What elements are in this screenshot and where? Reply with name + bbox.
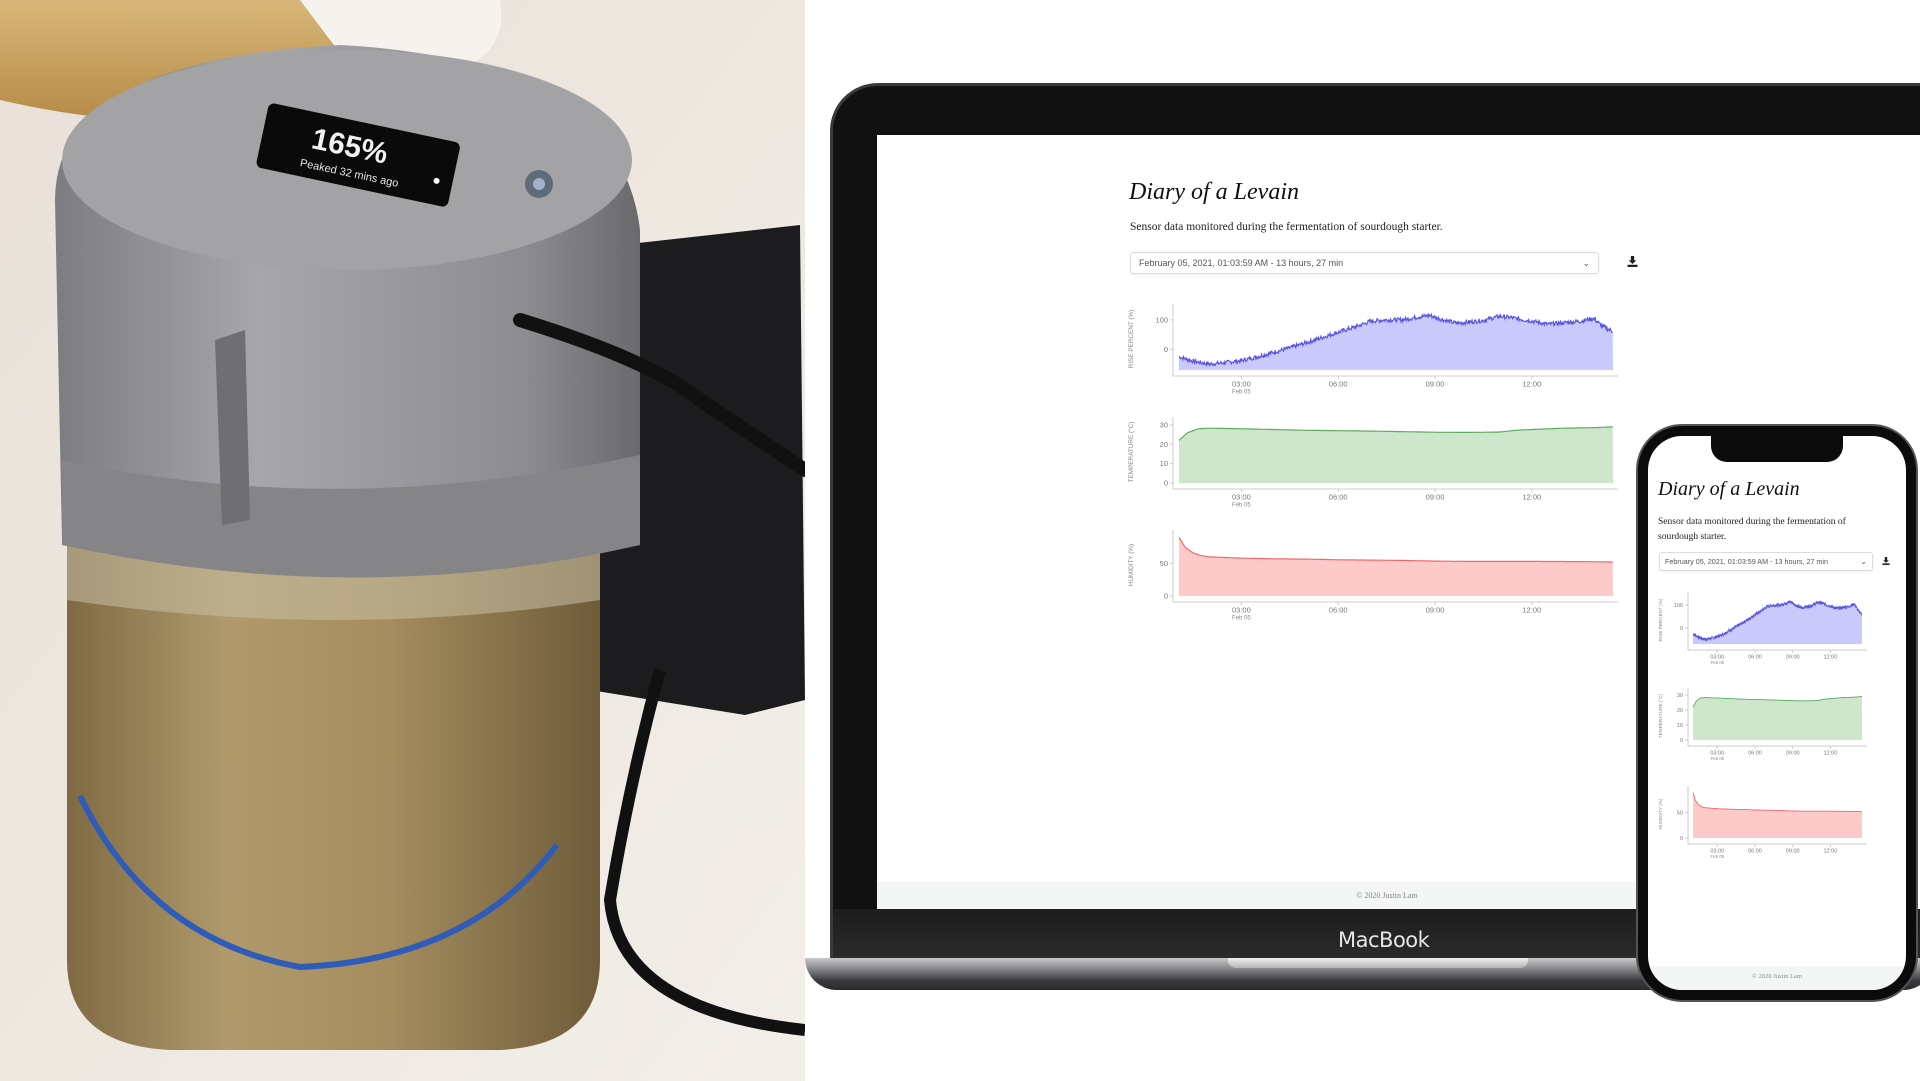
x-tick-sublabel: Feb 05 [1710, 660, 1724, 665]
x-tick-sublabel: Feb 05 [1232, 503, 1251, 509]
lid-screw-rail [215, 330, 250, 525]
y-tick-label: 0 [1164, 479, 1168, 488]
x-tick-label: 12:00 [1522, 493, 1541, 502]
rubber-band [77, 794, 560, 971]
y-tick-label: 100 [1155, 315, 1168, 324]
y-axis-label: TEMPERATURE (°C) [1127, 422, 1135, 483]
series-area [1179, 426, 1613, 483]
oled-display: 165% Peaked 32 mins ago [256, 103, 460, 207]
x-tick-sublabel: Feb 05 [1232, 616, 1251, 622]
y-tick-label: 30 [1160, 420, 1168, 429]
x-tick-label: 03:00 [1232, 493, 1251, 502]
x-tick-label: 09:00 [1426, 606, 1445, 615]
series-line [1178, 536, 1613, 563]
x-tick-label: 06:00 [1329, 493, 1348, 502]
x-tick-label: 12:00 [1823, 655, 1837, 661]
session-select[interactable]: February 05, 2021, 01:03:59 AM - 13 hour… [1659, 552, 1873, 571]
y-axis-label: HUMIDITY (%) [1128, 544, 1135, 586]
x-tick-label: 12:00 [1522, 606, 1541, 615]
x-tick-label: 06:00 [1748, 849, 1762, 855]
series-line [1178, 312, 1613, 368]
page-footer: © 2020 Justin Lam [1648, 966, 1906, 990]
y-tick-label: 50 [1677, 811, 1683, 817]
x-tick-label: 06:00 [1329, 380, 1348, 389]
series-area [1179, 537, 1613, 596]
series-line [1178, 426, 1613, 441]
session-select-value: February 05, 2021, 01:03:59 AM - 13 hour… [1665, 557, 1829, 566]
lid-ring [62, 455, 640, 578]
x-tick-label: 09:00 [1786, 751, 1800, 757]
chevron-down-icon: ⌄ [1860, 557, 1867, 566]
series-area [1179, 314, 1613, 370]
series-line [1692, 696, 1862, 708]
x-tick-label: 03:00 [1232, 606, 1251, 615]
y-axis-label: HUMIDITY (%) [1658, 798, 1663, 829]
x-tick-label: 09:00 [1786, 655, 1800, 661]
x-tick-label: 09:00 [1426, 380, 1445, 389]
download-icon[interactable] [1882, 557, 1890, 565]
series-area [1693, 696, 1862, 740]
y-tick-label: 20 [1677, 708, 1683, 714]
x-tick-label: 03:00 [1710, 655, 1724, 661]
page-title: Diary of a Levain [1658, 478, 1800, 500]
x-tick-sublabel: Feb 05 [1710, 756, 1724, 761]
y-tick-label: 30 [1677, 693, 1683, 699]
page-subtitle: Sensor data monitored during the ferment… [1130, 221, 1443, 233]
y-tick-label: 0 [1680, 626, 1683, 632]
glass-jar [67, 530, 600, 1050]
x-tick-sublabel: Feb 05 [1232, 390, 1251, 396]
y-axis-label: TEMPERATURE (°C) [1658, 693, 1663, 738]
x-tick-label: 12:00 [1823, 849, 1837, 855]
x-tick-label: 03:00 [1710, 751, 1724, 757]
screw-icon [525, 170, 553, 198]
y-tick-label: 10 [1160, 459, 1168, 468]
x-tick-label: 09:00 [1426, 493, 1445, 502]
x-tick-label: 12:00 [1823, 751, 1837, 757]
y-tick-label: 0 [1164, 592, 1168, 601]
y-axis-label: RISE PERCENT (%) [1128, 310, 1135, 369]
session-select-value: February 05, 2021, 01:03:59 AM - 13 hour… [1139, 258, 1344, 268]
x-tick-label: 06:00 [1748, 655, 1762, 661]
power-cable [603, 668, 805, 1036]
x-tick-sublabel: Feb 05 [1710, 854, 1724, 859]
series-area [1693, 792, 1862, 838]
series-line [1692, 792, 1862, 813]
phone-screen: Diary of a Levain Sensor data monitored … [1648, 436, 1906, 990]
x-tick-label: 06:00 [1748, 751, 1762, 757]
page-title: Diary of a Levain [1129, 179, 1299, 205]
y-tick-label: 100 [1674, 603, 1683, 609]
y-tick-label: 10 [1677, 723, 1683, 729]
series-line [1692, 599, 1863, 642]
session-select[interactable]: February 05, 2021, 01:03:59 AM - 13 hour… [1130, 252, 1599, 274]
laptop-brand-label: MacBook [1338, 928, 1430, 952]
y-tick-label: 0 [1680, 738, 1683, 744]
y-tick-label: 20 [1160, 440, 1168, 449]
y-tick-label: 0 [1164, 345, 1168, 354]
page-subtitle: Sensor data monitored during the ferment… [1658, 517, 1846, 542]
download-icon[interactable] [1627, 256, 1638, 267]
y-axis-label: RISE PERCENT (%) [1658, 598, 1663, 641]
series-area [1693, 601, 1862, 644]
x-tick-label: 06:00 [1329, 606, 1348, 615]
chevron-down-icon: ⌄ [1582, 257, 1590, 268]
phone-notch [1711, 436, 1843, 462]
sensor-jar-photo: 165% Peaked 32 mins ago [0, 0, 805, 1081]
laptop-hinge-notch [1228, 958, 1528, 968]
x-tick-label: 12:00 [1522, 380, 1541, 389]
x-tick-label: 09:00 [1786, 849, 1800, 855]
x-tick-label: 03:00 [1710, 849, 1724, 855]
y-tick-label: 50 [1160, 559, 1168, 568]
usb-cable [513, 313, 805, 477]
y-tick-label: 0 [1680, 836, 1683, 842]
x-tick-label: 03:00 [1232, 380, 1251, 389]
